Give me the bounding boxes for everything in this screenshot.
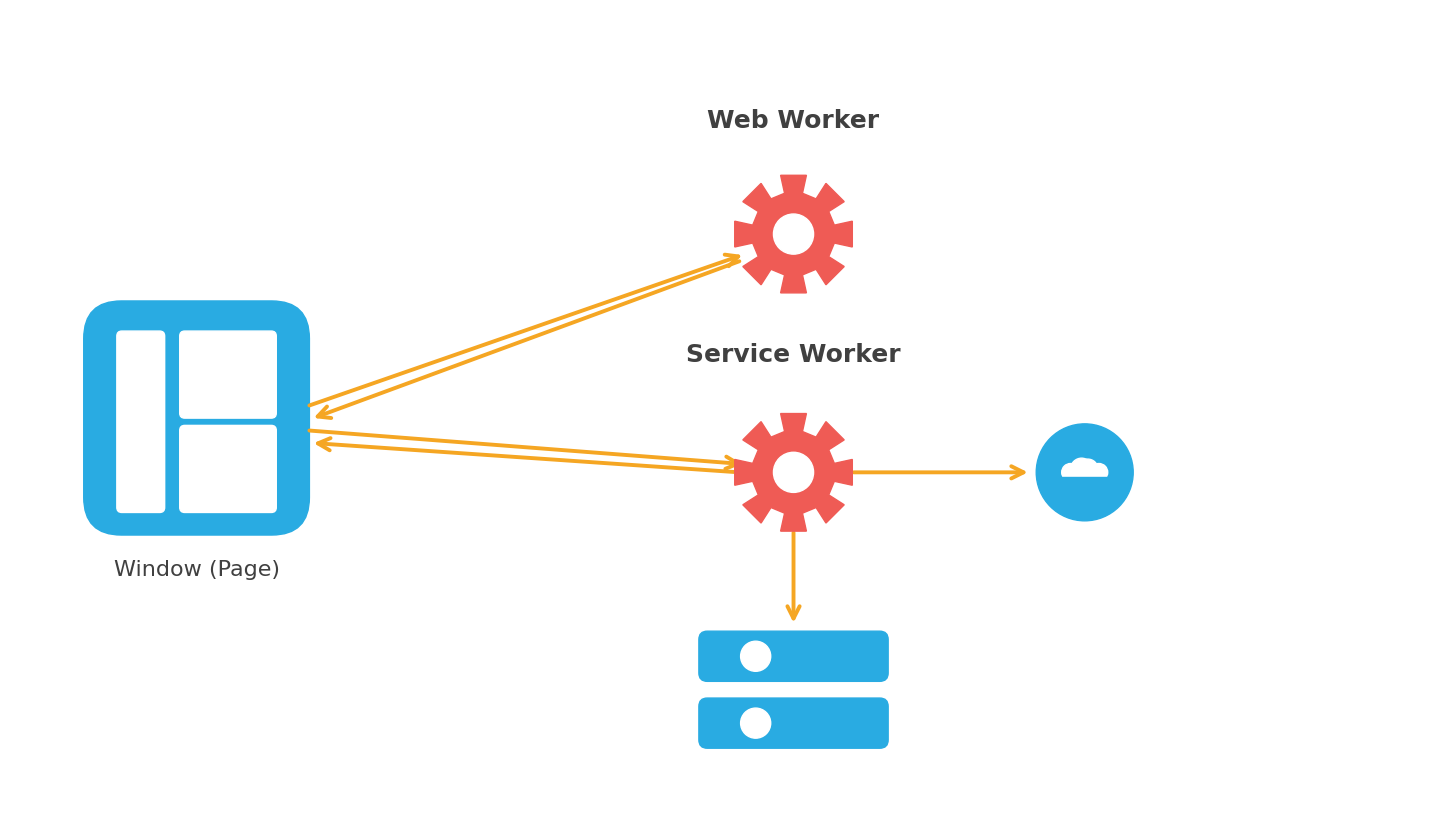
Circle shape — [1037, 424, 1133, 521]
FancyBboxPatch shape — [116, 331, 165, 512]
Circle shape — [1077, 459, 1098, 479]
Circle shape — [1079, 465, 1104, 489]
Circle shape — [1066, 465, 1091, 489]
Circle shape — [1091, 463, 1108, 482]
Text: Web Worker: Web Worker — [708, 110, 879, 133]
Circle shape — [773, 214, 814, 254]
Polygon shape — [735, 414, 852, 531]
Circle shape — [773, 452, 814, 492]
Circle shape — [1061, 463, 1079, 482]
FancyBboxPatch shape — [699, 631, 888, 681]
Text: Service Worker: Service Worker — [686, 344, 901, 367]
FancyBboxPatch shape — [179, 426, 277, 512]
Circle shape — [1070, 458, 1092, 480]
Circle shape — [741, 708, 770, 738]
FancyBboxPatch shape — [84, 301, 310, 535]
FancyBboxPatch shape — [179, 331, 277, 418]
FancyBboxPatch shape — [1061, 477, 1108, 490]
Polygon shape — [735, 176, 852, 293]
FancyBboxPatch shape — [699, 698, 888, 748]
Circle shape — [741, 641, 770, 671]
Text: Window (Page): Window (Page) — [114, 560, 280, 580]
